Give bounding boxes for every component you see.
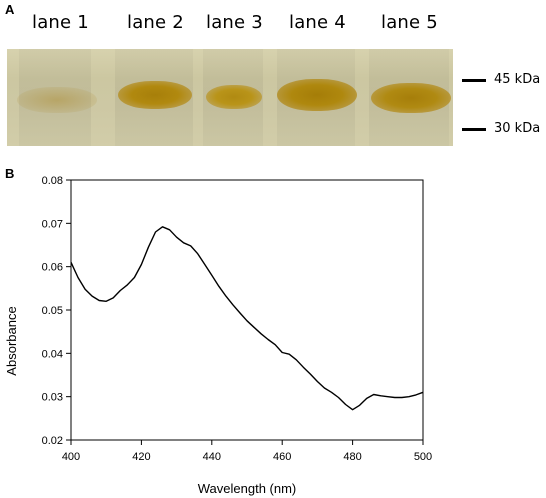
y-tick-label: 0.08 [42,175,63,187]
x-tick-label: 420 [132,451,150,463]
x-tick-label: 440 [203,451,221,463]
panel-b-label: B [5,166,15,181]
y-axis-label: Absorbance [4,306,19,375]
absorbance-chart: 0.02 0.03 0.04 0.05 0.06 0.07 0.08 400 420 440 460… [4,175,433,496]
lane-label-1: lane 1 [32,12,89,33]
gel-band-lane-4 [277,79,357,111]
gel-band-lane-5 [371,83,451,113]
gel-band-lane-2 [118,81,192,109]
plot-frame [70,179,424,441]
y-tick-label: 0.07 [42,218,63,230]
marker-45kda-dash [462,79,486,82]
marker-30kda-dash [462,128,486,131]
x-tick-label: 500 [414,451,432,463]
absorbance-series-line [70,226,424,411]
x-tick-label: 480 [343,451,361,463]
gel-band-lane-1 [17,87,97,113]
gel-image [7,49,453,146]
lane-label-3: lane 3 [206,12,263,33]
y-tick-label: 0.04 [42,348,63,360]
marker-30kda-label: 30 kDa [494,121,541,136]
gel-band-lane-3 [206,85,262,109]
y-tick-label: 0.03 [42,392,63,404]
marker-45kda-label: 45 kDa [494,72,541,87]
x-tick-label: 460 [273,451,291,463]
y-tick-label: 0.06 [42,262,63,274]
lane-label-2: lane 2 [127,12,184,33]
y-tick-label: 0.02 [42,435,63,447]
lane-label-4: lane 4 [289,12,346,33]
panel-a-label: A [5,2,15,17]
lane-label-5: lane 5 [381,12,438,33]
chart-axes: 0.02 0.03 0.04 0.05 0.06 0.07 0.08 400 420 440 460… [42,175,433,463]
x-axis-label: Wavelength (nm) [198,481,297,496]
y-tick-label: 0.05 [42,305,63,317]
x-tick-label: 400 [62,451,80,463]
